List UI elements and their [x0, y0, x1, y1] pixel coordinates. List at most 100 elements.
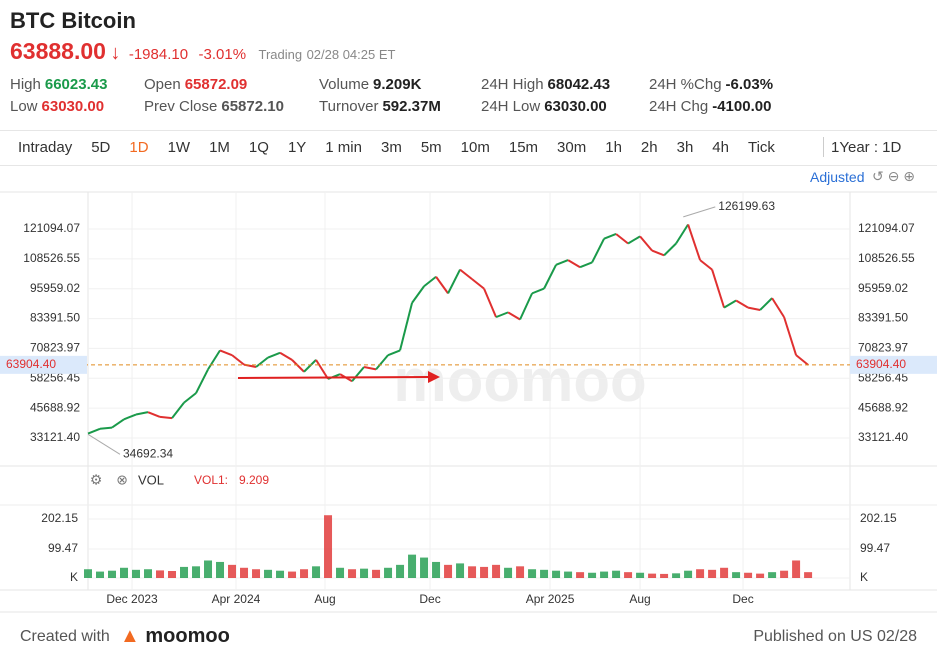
tab[interactable]: 1W [167, 139, 191, 156]
stat-label: 24H Chg [649, 98, 709, 115]
down-arrow: ↓ [110, 42, 121, 64]
price-segment [687, 224, 702, 261]
price-segment [411, 285, 425, 304]
tab[interactable]: 5D [91, 139, 111, 156]
volume-bar [804, 572, 813, 578]
volume-bar [732, 572, 741, 578]
price-segment [615, 233, 629, 245]
price-segment [471, 278, 485, 290]
period[interactable]: 1Year : 1D [831, 139, 902, 156]
tab[interactable]: 10m [460, 139, 490, 156]
price-segment [483, 288, 497, 318]
tab[interactable]: Tick [747, 139, 775, 156]
stat-value: 68042.43 [547, 76, 611, 93]
x-tick-label: Aug [314, 592, 335, 606]
name: Bitcoin [61, 8, 136, 33]
zoom-controls[interactable]: ↺ ⊖ ⊕ [872, 168, 915, 184]
volume-bar [588, 572, 597, 578]
tab[interactable]: 1h [605, 139, 622, 156]
annotation-label: 34692.34 [123, 446, 173, 460]
volume-bar [552, 570, 561, 578]
price-segment [783, 316, 798, 356]
stat: 24H Low 63030.00 [481, 98, 607, 116]
annotation-leader [87, 433, 121, 455]
price-segment [267, 351, 281, 359]
tab[interactable]: 1M [209, 139, 230, 156]
stat-value: -6.03% [725, 76, 774, 93]
price-segment [423, 275, 437, 288]
volume-bar [192, 566, 201, 578]
y-tick-label: 83391.50 [30, 311, 80, 325]
price-segment [723, 299, 737, 309]
price-segment [447, 269, 461, 294]
volume-bar [720, 567, 729, 578]
current-price-label: 63904.40 [6, 357, 56, 371]
arrow [237, 376, 431, 379]
stat-label: 24H %Chg [649, 76, 722, 93]
volume-bar [108, 570, 117, 578]
price-segment [375, 354, 389, 371]
y-tick-label-right: 33121.40 [858, 430, 908, 444]
price-segment [363, 366, 377, 371]
tab-bar: Intraday 5D 1D 1W 1M 1Q 1Y 1 min 3m 5m 10m 15m 30m 1h… [0, 130, 937, 166]
volume-bar [456, 563, 465, 578]
vol-tick-label-right: 202.15 [860, 511, 897, 525]
y-tick-label: 70823.97 [30, 341, 80, 355]
tab[interactable]: Intraday [18, 139, 73, 156]
tab[interactable]: 1D [129, 139, 149, 156]
volume-bar [600, 571, 609, 578]
volume-bar [636, 572, 645, 578]
volume-bar [120, 567, 129, 578]
volume-bar [264, 569, 273, 578]
volume-bar [384, 567, 393, 578]
price-segment [495, 311, 509, 319]
tab[interactable]: 3h [676, 139, 694, 156]
tab[interactable]: 5m [420, 139, 442, 156]
volume-bar [768, 572, 777, 578]
volume-bar [300, 569, 309, 578]
price-segment [795, 354, 809, 366]
tab[interactable]: 1Y [287, 139, 307, 156]
vol-legend-value: 9.209 [239, 473, 269, 487]
stat-label: Volume [319, 76, 370, 93]
y-tick-label-right: 58256.45 [858, 370, 908, 384]
tab[interactable]: 1Q [248, 139, 269, 156]
x-tick-label: Dec 2023 [106, 592, 158, 606]
volume-bar [480, 566, 489, 578]
volume-bar [204, 560, 213, 578]
tab[interactable]: 30m [557, 139, 587, 156]
stat: High 66023.43 [10, 76, 107, 94]
change-pct: -3.01% [198, 46, 247, 63]
volume-bar [684, 570, 693, 578]
tab[interactable]: 3m [380, 139, 402, 156]
stat-label: Prev Close [144, 98, 218, 115]
tab[interactable]: 1 min [325, 139, 362, 156]
tab[interactable]: 15m [508, 139, 539, 156]
price-segment [171, 402, 185, 419]
volume-bar [408, 554, 417, 578]
y-tick-label-right: 70823.97 [858, 341, 908, 355]
price-segment [255, 356, 269, 368]
tab[interactable]: 2h [640, 139, 658, 156]
volume-bar [432, 561, 441, 578]
volume-bar [744, 572, 753, 578]
tab[interactable]: 4h [712, 139, 729, 156]
volume-bar [276, 570, 285, 578]
current-price-tag [0, 355, 87, 374]
price-segment [603, 233, 617, 240]
stat-value: 65872.10 [221, 98, 284, 115]
stat-label: 24H High [481, 76, 544, 93]
price-segment [591, 238, 605, 263]
quote: 63888.00 ↓ -1984.10 -3.01% Trading 02/28… [10, 38, 395, 65]
volume-bar [576, 572, 585, 578]
price-segment [507, 311, 521, 321]
volume-bar [360, 568, 369, 578]
stat: Open 65872.09 [144, 76, 247, 94]
vol-tick-label: K [70, 570, 78, 584]
adjusted[interactable]: Adjusted [810, 169, 865, 185]
y-tick-label: 33121.40 [30, 430, 80, 444]
current-price-tag [850, 355, 937, 374]
volume-bar [252, 569, 261, 578]
